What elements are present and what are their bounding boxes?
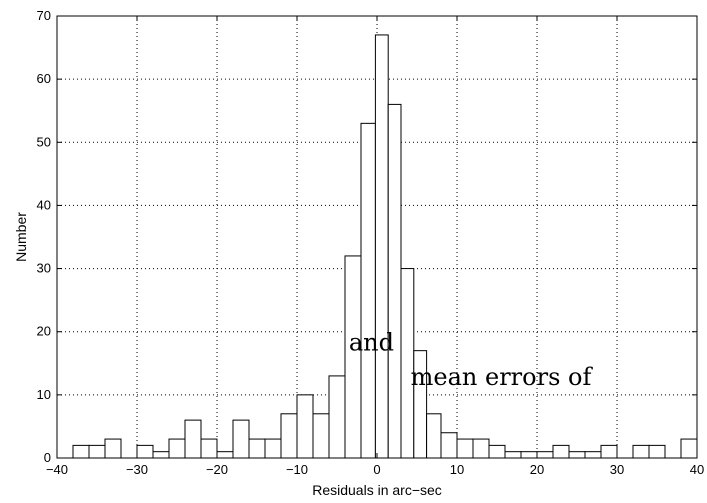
- histogram-bar: [552, 444, 570, 459]
- histogram-bar: [280, 413, 298, 459]
- histogram-bar: [296, 394, 314, 459]
- x-tick-label: 30: [610, 462, 624, 477]
- x-tick-label: 20: [530, 462, 544, 477]
- histogram-bar: [504, 451, 522, 459]
- x-tick-label: 0: [373, 462, 380, 477]
- histogram-bar: [536, 451, 554, 459]
- histogram-bar: [568, 451, 586, 459]
- histogram-bar: [456, 438, 474, 459]
- histogram-bar: [264, 438, 282, 459]
- plot-frame: [56, 15, 698, 459]
- x-tick-label: 10: [450, 462, 464, 477]
- histogram-bar: [387, 103, 402, 459]
- annotation-text: and: [349, 329, 394, 357]
- x-tick-label: −10: [286, 462, 308, 477]
- histogram-bar: [168, 438, 186, 459]
- bars: [72, 34, 698, 459]
- y-tick-label: 40: [37, 197, 51, 212]
- annotations: and mean errors of: [349, 329, 594, 391]
- histogram-bar: [248, 438, 266, 459]
- histogram-bar: [632, 444, 650, 459]
- y-tick-label: 50: [37, 134, 51, 149]
- histogram-bar: [200, 438, 218, 459]
- histogram-bar: [216, 451, 234, 459]
- x-tick-label: −20: [206, 462, 228, 477]
- x-tick-labels: −40 −30 −20 −10 0 10 20 30 40: [46, 462, 704, 477]
- y-tick-label: 60: [37, 71, 51, 86]
- histogram-bar: [344, 255, 362, 459]
- x-tick-label: −30: [126, 462, 148, 477]
- histogram-bar: [374, 34, 389, 459]
- histogram-bar: [328, 375, 346, 459]
- histogram-bar: [472, 438, 490, 459]
- y-tick-label: 70: [37, 8, 51, 23]
- y-axis-label: Number: [13, 212, 29, 262]
- y-tick-label: 0: [44, 450, 51, 465]
- histogram-bar: [184, 419, 202, 459]
- histogram-bar: [136, 444, 154, 459]
- histogram-bar: [72, 444, 90, 459]
- histogram-bar: [312, 413, 330, 459]
- x-tick-label: 40: [690, 462, 704, 477]
- y-tick-labels: 0 10 20 30 40 50 60 70: [37, 8, 51, 465]
- histogram-bar: [520, 451, 538, 459]
- histogram-bar: [440, 432, 458, 459]
- histogram-bar: [152, 451, 170, 459]
- histogram-bar: [600, 444, 618, 459]
- histogram-bar: [488, 444, 506, 459]
- y-tick-label: 20: [37, 324, 51, 339]
- histogram-bar: [648, 444, 666, 459]
- histogram-bar: [232, 419, 250, 459]
- x-tick-label: −40: [46, 462, 68, 477]
- histogram-bar: [426, 413, 442, 459]
- y-tick-label: 30: [37, 261, 51, 276]
- y-tick-label: 10: [37, 387, 51, 402]
- histogram-bar: [360, 122, 376, 459]
- x-axis-label: Residuals in arc−sec: [312, 482, 442, 498]
- histogram-bar: [584, 451, 602, 459]
- histogram-bar: [88, 444, 106, 459]
- histogram-bar: [104, 438, 122, 459]
- histogram-bar: [680, 438, 698, 459]
- annotation-text: mean errors of: [411, 363, 594, 391]
